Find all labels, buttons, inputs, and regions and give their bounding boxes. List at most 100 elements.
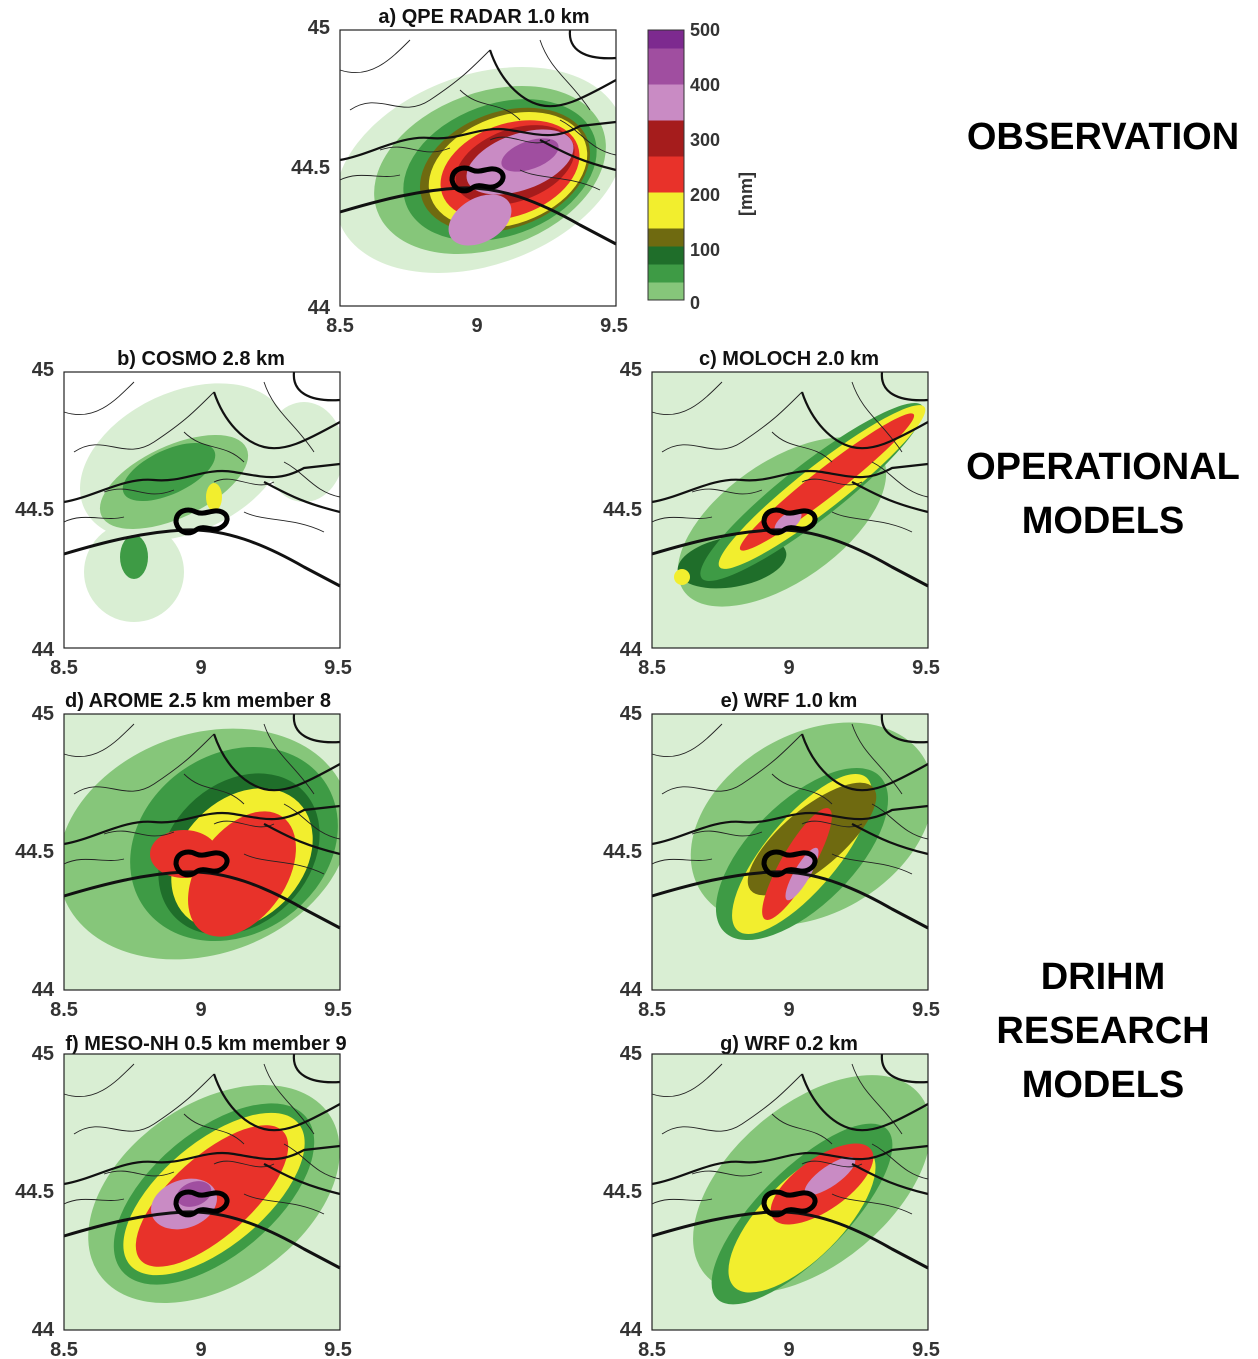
panel-f: f) MESO-NH 0.5 km member 9 45 44.5 44 8.…	[15, 1030, 364, 1359]
region-boundary	[800, 1073, 929, 1132]
admin-boundary	[651, 1198, 713, 1205]
cb-tick-0: 0	[690, 293, 700, 313]
map-frame	[339, 29, 617, 307]
cb-tick-300: 300	[690, 130, 720, 150]
x-tick-mid: 9	[783, 999, 794, 1021]
admin-boundary	[871, 1143, 929, 1180]
x-tick-right: 9.5	[324, 999, 352, 1021]
region-boundary	[63, 462, 341, 504]
colorbar-segment	[648, 138, 684, 157]
operational-label-line-1: OPERATIONAL	[966, 446, 1240, 488]
panel-d-svg: d) AROME 2.5 km member 8 45 44.5 44 8.5 …	[15, 690, 352, 1021]
precip-yellow	[674, 569, 690, 585]
admin-boundary	[459, 89, 521, 121]
operational-models-label: OPERATIONAL MODELS	[958, 440, 1248, 548]
y-tick-bottom: 44	[308, 297, 331, 319]
panel-title: f) MESO-NH 0.5 km member 9	[65, 1033, 346, 1055]
colorbar-segment	[648, 192, 684, 211]
region-boundary	[263, 481, 341, 514]
colorbar-segment	[648, 264, 684, 283]
region-boundary	[212, 391, 341, 450]
cb-tick-100: 100	[690, 240, 720, 260]
region-boundary	[292, 1053, 341, 1084]
admin-boundary	[651, 858, 713, 865]
drihm-label-line-3: MODELS	[1021, 1064, 1185, 1106]
precip-map	[651, 371, 929, 649]
admin-boundary	[263, 723, 315, 795]
precip-red	[762, 808, 832, 921]
y-tick-top: 45	[620, 1043, 642, 1065]
y-tick-top: 45	[32, 359, 54, 381]
region-boundary	[292, 371, 341, 402]
admin-boundary	[559, 119, 617, 156]
y-tick-top: 45	[308, 17, 330, 39]
x-tick-mid: 9	[195, 999, 206, 1021]
panel-title: a) QPE RADAR 1.0 km	[378, 6, 589, 28]
precip-red	[188, 811, 296, 937]
region-boundary	[651, 804, 929, 846]
admin-boundary	[283, 803, 341, 840]
x-tick-right: 9.5	[324, 1339, 352, 1359]
map-frame	[651, 1053, 929, 1331]
admin-boundary	[651, 381, 723, 416]
y-tick-top: 45	[32, 703, 54, 725]
x-tick-left: 8.5	[638, 1339, 666, 1359]
y-tick-top: 45	[620, 703, 642, 725]
admin-boundary	[339, 39, 411, 74]
region-boundary	[263, 1163, 341, 1196]
admin-boundary	[73, 1073, 215, 1135]
admin-boundary	[183, 773, 245, 805]
admin-boundary	[691, 830, 763, 837]
colorbar-segment	[648, 102, 684, 121]
region-boundary	[263, 823, 341, 856]
colorbar-segment	[648, 246, 684, 265]
map-frame	[63, 371, 341, 649]
colorbar-frame	[647, 29, 685, 301]
admin-boundary	[851, 381, 903, 453]
admin-boundary	[283, 1143, 341, 1180]
admin-boundary	[871, 803, 929, 840]
y-tick-bottom: 44	[620, 639, 643, 661]
map-content	[652, 372, 928, 648]
region-boundary	[339, 120, 617, 162]
panel-title: g) WRF 0.2 km	[720, 1033, 858, 1055]
colorbar-segment	[648, 120, 684, 139]
region-boundary	[851, 481, 929, 514]
admin-boundary	[63, 723, 135, 758]
admin-boundary	[103, 488, 175, 495]
admin-boundary	[63, 858, 125, 865]
region-boundary	[800, 733, 929, 792]
admin-boundary	[771, 431, 833, 463]
panel-g-svg: g) WRF 0.2 km 45 44.5 44 8.5 9 9.5	[603, 1033, 940, 1359]
colorbar-segment	[648, 156, 684, 175]
colorbar-segment	[648, 66, 684, 85]
panel-a: a) QPE RADAR 1.0 km 45 44.5 44 8.5 9 9.5	[291, 6, 630, 337]
x-tick-left: 8.5	[638, 657, 666, 679]
admin-boundary	[243, 511, 325, 533]
y-tick-bottom: 44	[32, 639, 55, 661]
region-boundary	[880, 1053, 929, 1084]
map-frame	[63, 1053, 341, 1331]
x-tick-right: 9.5	[324, 657, 352, 679]
map-frame	[63, 713, 341, 991]
y-tick-mid: 44.5	[603, 841, 642, 863]
y-tick-mid: 44.5	[15, 841, 54, 863]
panel-g: g) WRF 0.2 km 45 44.5 44 8.5 9 9.5	[603, 1030, 942, 1359]
precip-purple-light	[448, 194, 512, 246]
cb-tick-200: 200	[690, 185, 720, 205]
region-boundary	[212, 1073, 341, 1132]
map-frame	[651, 371, 929, 649]
map-content	[652, 1054, 928, 1330]
region-boundary	[63, 1144, 341, 1186]
y-tick-mid: 44.5	[603, 1181, 642, 1203]
x-tick-left: 8.5	[326, 315, 354, 337]
x-tick-right: 9.5	[912, 657, 940, 679]
precip-map	[63, 371, 341, 649]
admin-boundary	[349, 49, 491, 111]
colorbar-segment	[648, 48, 684, 67]
colorbar-segment	[648, 84, 684, 103]
admin-boundary	[63, 1198, 125, 1205]
x-tick-right: 9.5	[912, 999, 940, 1021]
admin-boundary	[263, 381, 315, 453]
panel-title: c) MOLOCH 2.0 km	[699, 348, 879, 370]
